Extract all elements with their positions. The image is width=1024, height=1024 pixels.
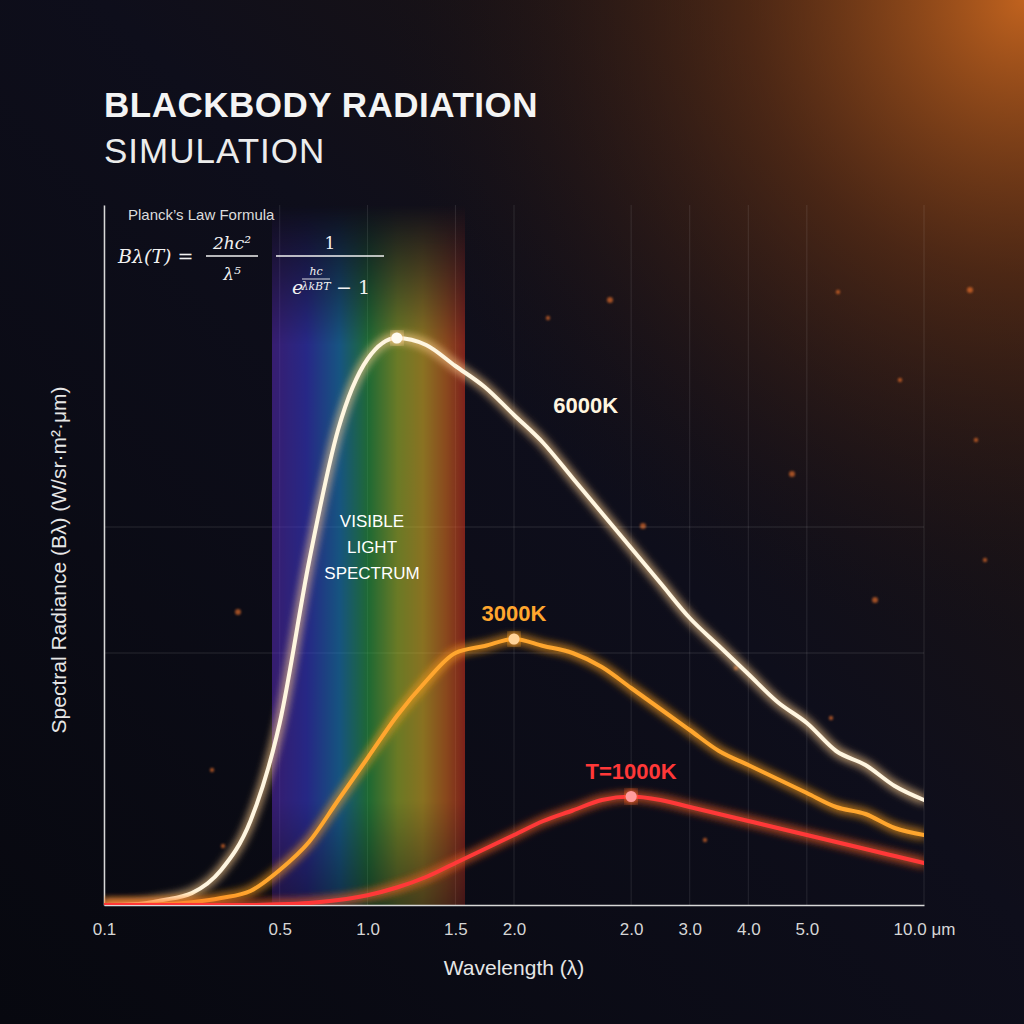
formula-text: − 1 bbox=[336, 276, 370, 298]
x-tick-label: 10.0 μm bbox=[894, 920, 956, 939]
subtitle: SIMULATION bbox=[104, 131, 325, 170]
formula-text: Bλ(T) = bbox=[117, 245, 193, 267]
formula-text: λkBT bbox=[300, 280, 332, 293]
x-tick: 2.0 bbox=[620, 905, 644, 939]
band-annotation: VISIBLE LIGHT SPECTRUM bbox=[324, 512, 419, 583]
series-label: 3000K bbox=[482, 601, 547, 626]
particle bbox=[607, 297, 613, 303]
grid-line-x bbox=[748, 205, 749, 905]
x-tick: 3.0 bbox=[678, 905, 702, 939]
peak-marker bbox=[626, 791, 637, 802]
grid-line-x bbox=[806, 205, 807, 905]
plot-marks bbox=[104, 333, 924, 906]
x-axis: 0.1 0.5 1.0 1.5 2.0 2.0 3.0 4.0 5.0 10.0 μm bbox=[93, 905, 956, 939]
series-line bbox=[104, 338, 924, 905]
x-tick: 1.0 bbox=[356, 905, 380, 939]
band-annotation-line: VISIBLE bbox=[340, 512, 404, 531]
particle bbox=[789, 471, 795, 477]
band-annotation-line: LIGHT bbox=[347, 538, 397, 557]
x-tick: 1.5 bbox=[444, 905, 468, 939]
particle bbox=[836, 290, 840, 294]
chart-root: 0.1 0.5 1.0 1.5 2.0 2.0 3.0 4.0 5.0 10.0 μm 6000K 3… bbox=[0, 0, 1024, 1024]
grid-line-x bbox=[689, 205, 690, 905]
x-tick-label: 0.5 bbox=[268, 920, 292, 939]
series-labels: 6000K 3000K T=1000K bbox=[482, 393, 677, 784]
x-tick-label: 2.0 bbox=[503, 920, 527, 939]
x-tick: 10.0 μm bbox=[894, 905, 956, 939]
series-line bbox=[104, 639, 924, 905]
x-tick-label: 2.0 bbox=[620, 920, 644, 939]
grid-line-x bbox=[514, 205, 515, 905]
grid-line-x bbox=[104, 205, 105, 905]
chart-svg: 0.1 0.5 1.0 1.5 2.0 2.0 3.0 4.0 5.0 10.0 μm 6000K 3… bbox=[0, 0, 1024, 1024]
x-tick: 4.0 bbox=[737, 905, 761, 939]
x-tick-label: 0.1 bbox=[93, 920, 117, 939]
formula: Planck’s Law FormulaBλ(T) =2hc²λ⁵1ehcλkB… bbox=[117, 206, 384, 298]
x-tick-label: 5.0 bbox=[796, 920, 820, 939]
background-glow bbox=[0, 0, 1024, 1024]
x-tick: 0.1 bbox=[93, 905, 117, 939]
particle bbox=[235, 609, 241, 615]
grid-line-y bbox=[104, 527, 924, 528]
y-axis-title: Spectral Radiance (Bλ) (W/sr·m²·μm) bbox=[47, 387, 70, 734]
x-tick-label: 4.0 bbox=[737, 920, 761, 939]
spectrum-band bbox=[272, 205, 466, 905]
particle bbox=[640, 523, 646, 529]
grid-line-y bbox=[104, 653, 924, 654]
particle bbox=[829, 716, 833, 720]
formula-text: λ⁵ bbox=[222, 264, 241, 284]
series-label: T=1000K bbox=[586, 759, 677, 784]
band-annotation-line: SPECTRUM bbox=[324, 564, 419, 583]
x-tick: 0.5 bbox=[268, 905, 292, 939]
x-tick-label: 1.0 bbox=[356, 920, 380, 939]
particle bbox=[983, 558, 987, 562]
particle bbox=[974, 438, 978, 442]
x-tick-label: 1.5 bbox=[444, 920, 468, 939]
particle bbox=[546, 316, 550, 320]
y-axis-line bbox=[104, 206, 106, 906]
particle bbox=[872, 597, 878, 603]
peak-marker bbox=[509, 634, 520, 645]
particle bbox=[221, 844, 225, 848]
grid bbox=[104, 205, 924, 905]
particle bbox=[210, 768, 214, 772]
formula-text: 1 bbox=[325, 233, 336, 253]
particle bbox=[967, 287, 973, 293]
particle bbox=[703, 838, 707, 842]
formula-text: 2hc² bbox=[212, 233, 251, 253]
formula-text: hc bbox=[309, 265, 322, 278]
y-axis bbox=[104, 206, 106, 906]
series-line bbox=[104, 797, 924, 906]
formula-title: Planck’s Law Formula bbox=[128, 206, 275, 223]
peak-marker bbox=[391, 333, 402, 344]
series-label: 6000K bbox=[553, 393, 618, 418]
background bbox=[0, 0, 1024, 1024]
fraction-bar bbox=[276, 255, 384, 256]
x-tick: 2.0 bbox=[503, 905, 527, 939]
fraction-bar bbox=[206, 255, 258, 256]
title: BLACKBODY RADIATION bbox=[104, 85, 538, 124]
x-axis-title: Wavelength (λ) bbox=[444, 956, 584, 979]
x-tick: 5.0 bbox=[796, 905, 820, 939]
x-tick-label: 3.0 bbox=[678, 920, 702, 939]
particle bbox=[898, 378, 902, 382]
